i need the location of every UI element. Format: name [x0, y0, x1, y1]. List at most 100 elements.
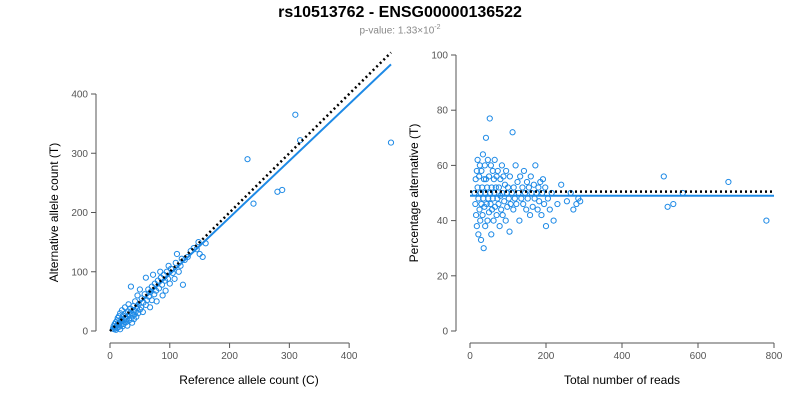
data-point [487, 162, 495, 169]
data-point [484, 184, 491, 191]
data-point [146, 304, 154, 311]
x-tick-label: 100 [161, 351, 178, 362]
data-point [484, 217, 491, 224]
y-tick-label: 100 [431, 51, 448, 62]
data-point [660, 173, 667, 180]
data-point [494, 167, 501, 175]
data-point [477, 236, 485, 244]
y-tick-label: 400 [71, 90, 88, 101]
data-point [519, 184, 526, 191]
data-point [195, 239, 202, 246]
data-point [139, 308, 146, 316]
data-point [482, 134, 490, 141]
data-point [554, 200, 561, 208]
data-point [489, 167, 496, 175]
x-tick-label: 300 [281, 351, 298, 362]
y-tick-label: 0 [442, 327, 448, 338]
data-point [483, 200, 490, 208]
data-point [542, 184, 549, 191]
data-point [529, 203, 536, 210]
data-point [563, 198, 570, 205]
data-point [132, 298, 139, 305]
x-axis-label: Total number of reads [564, 373, 680, 387]
x-tick-label: 200 [221, 351, 238, 362]
data-point [523, 178, 531, 186]
pvalue-exponent: -2 [434, 24, 441, 31]
x-axis-label: Reference allele count (C) [179, 373, 318, 387]
y-tick-label: 100 [71, 267, 88, 278]
data-point [472, 176, 479, 183]
data-point [539, 176, 547, 183]
y-tick-label: 60 [437, 161, 449, 172]
x-tick-label: 200 [538, 351, 555, 362]
data-point [506, 173, 514, 180]
data-point [179, 281, 187, 288]
data-point [478, 167, 485, 175]
data-point [127, 283, 135, 290]
data-point [157, 268, 164, 275]
y-tick-label: 200 [71, 208, 88, 219]
data-point [479, 211, 486, 219]
x-tick-label: 600 [690, 351, 707, 362]
data-point [496, 223, 503, 230]
data-point [499, 211, 506, 219]
data-point [506, 228, 513, 235]
data-point [162, 287, 169, 294]
y-axis-label: Percentage alternative (T) [407, 124, 421, 263]
fit-line [109, 63, 392, 332]
data-point [134, 292, 141, 299]
data-point [476, 162, 483, 169]
data-point [541, 200, 548, 208]
data-point [473, 223, 480, 230]
chart-title: rs10513762 - ENSG00000136522 [278, 4, 522, 21]
data-point [520, 200, 527, 208]
data-point [175, 268, 182, 275]
data-point [476, 206, 483, 213]
data-point [509, 129, 516, 136]
data-point [495, 200, 502, 208]
x-tick-label: 400 [614, 351, 631, 362]
data-point [507, 200, 514, 208]
y-tick-label: 300 [71, 149, 88, 160]
data-point [474, 184, 481, 191]
data-point [149, 271, 157, 278]
data-point [472, 200, 479, 208]
data-point [500, 173, 507, 180]
data-point [387, 139, 395, 146]
data-point [153, 298, 160, 305]
data-point [279, 186, 286, 194]
data-point [530, 181, 537, 188]
allele-count-scatter: 0 100 200 300 400 0 100 200 300 400 Reference alle… [47, 51, 395, 387]
data-point [481, 162, 488, 169]
y-axis-label: Alternative allele count (T) [47, 143, 61, 282]
data-point [502, 217, 509, 224]
data-point [526, 211, 534, 219]
data-point [142, 274, 149, 281]
data-point [488, 231, 495, 238]
data-point [546, 206, 553, 213]
data-point [151, 291, 158, 298]
data-point [490, 217, 497, 224]
data-point [292, 111, 299, 118]
data-point [250, 200, 257, 207]
data-point [536, 198, 543, 205]
data-point [520, 167, 528, 175]
data-point [482, 223, 489, 230]
data-point [129, 319, 136, 326]
data-point [474, 156, 481, 163]
data-point [498, 206, 505, 213]
data-point [479, 151, 487, 158]
data-point [577, 198, 584, 205]
data-point [527, 173, 534, 180]
data-point [477, 217, 484, 224]
data-point [670, 200, 677, 208]
y-tick-label: 80 [437, 106, 449, 117]
data-point [488, 184, 495, 191]
data-point [523, 206, 530, 213]
data-point [512, 162, 519, 169]
data-point [486, 115, 493, 122]
data-point [124, 322, 131, 329]
data-point [473, 167, 480, 175]
x-tick-label: 0 [107, 351, 113, 362]
data-point [550, 217, 557, 224]
